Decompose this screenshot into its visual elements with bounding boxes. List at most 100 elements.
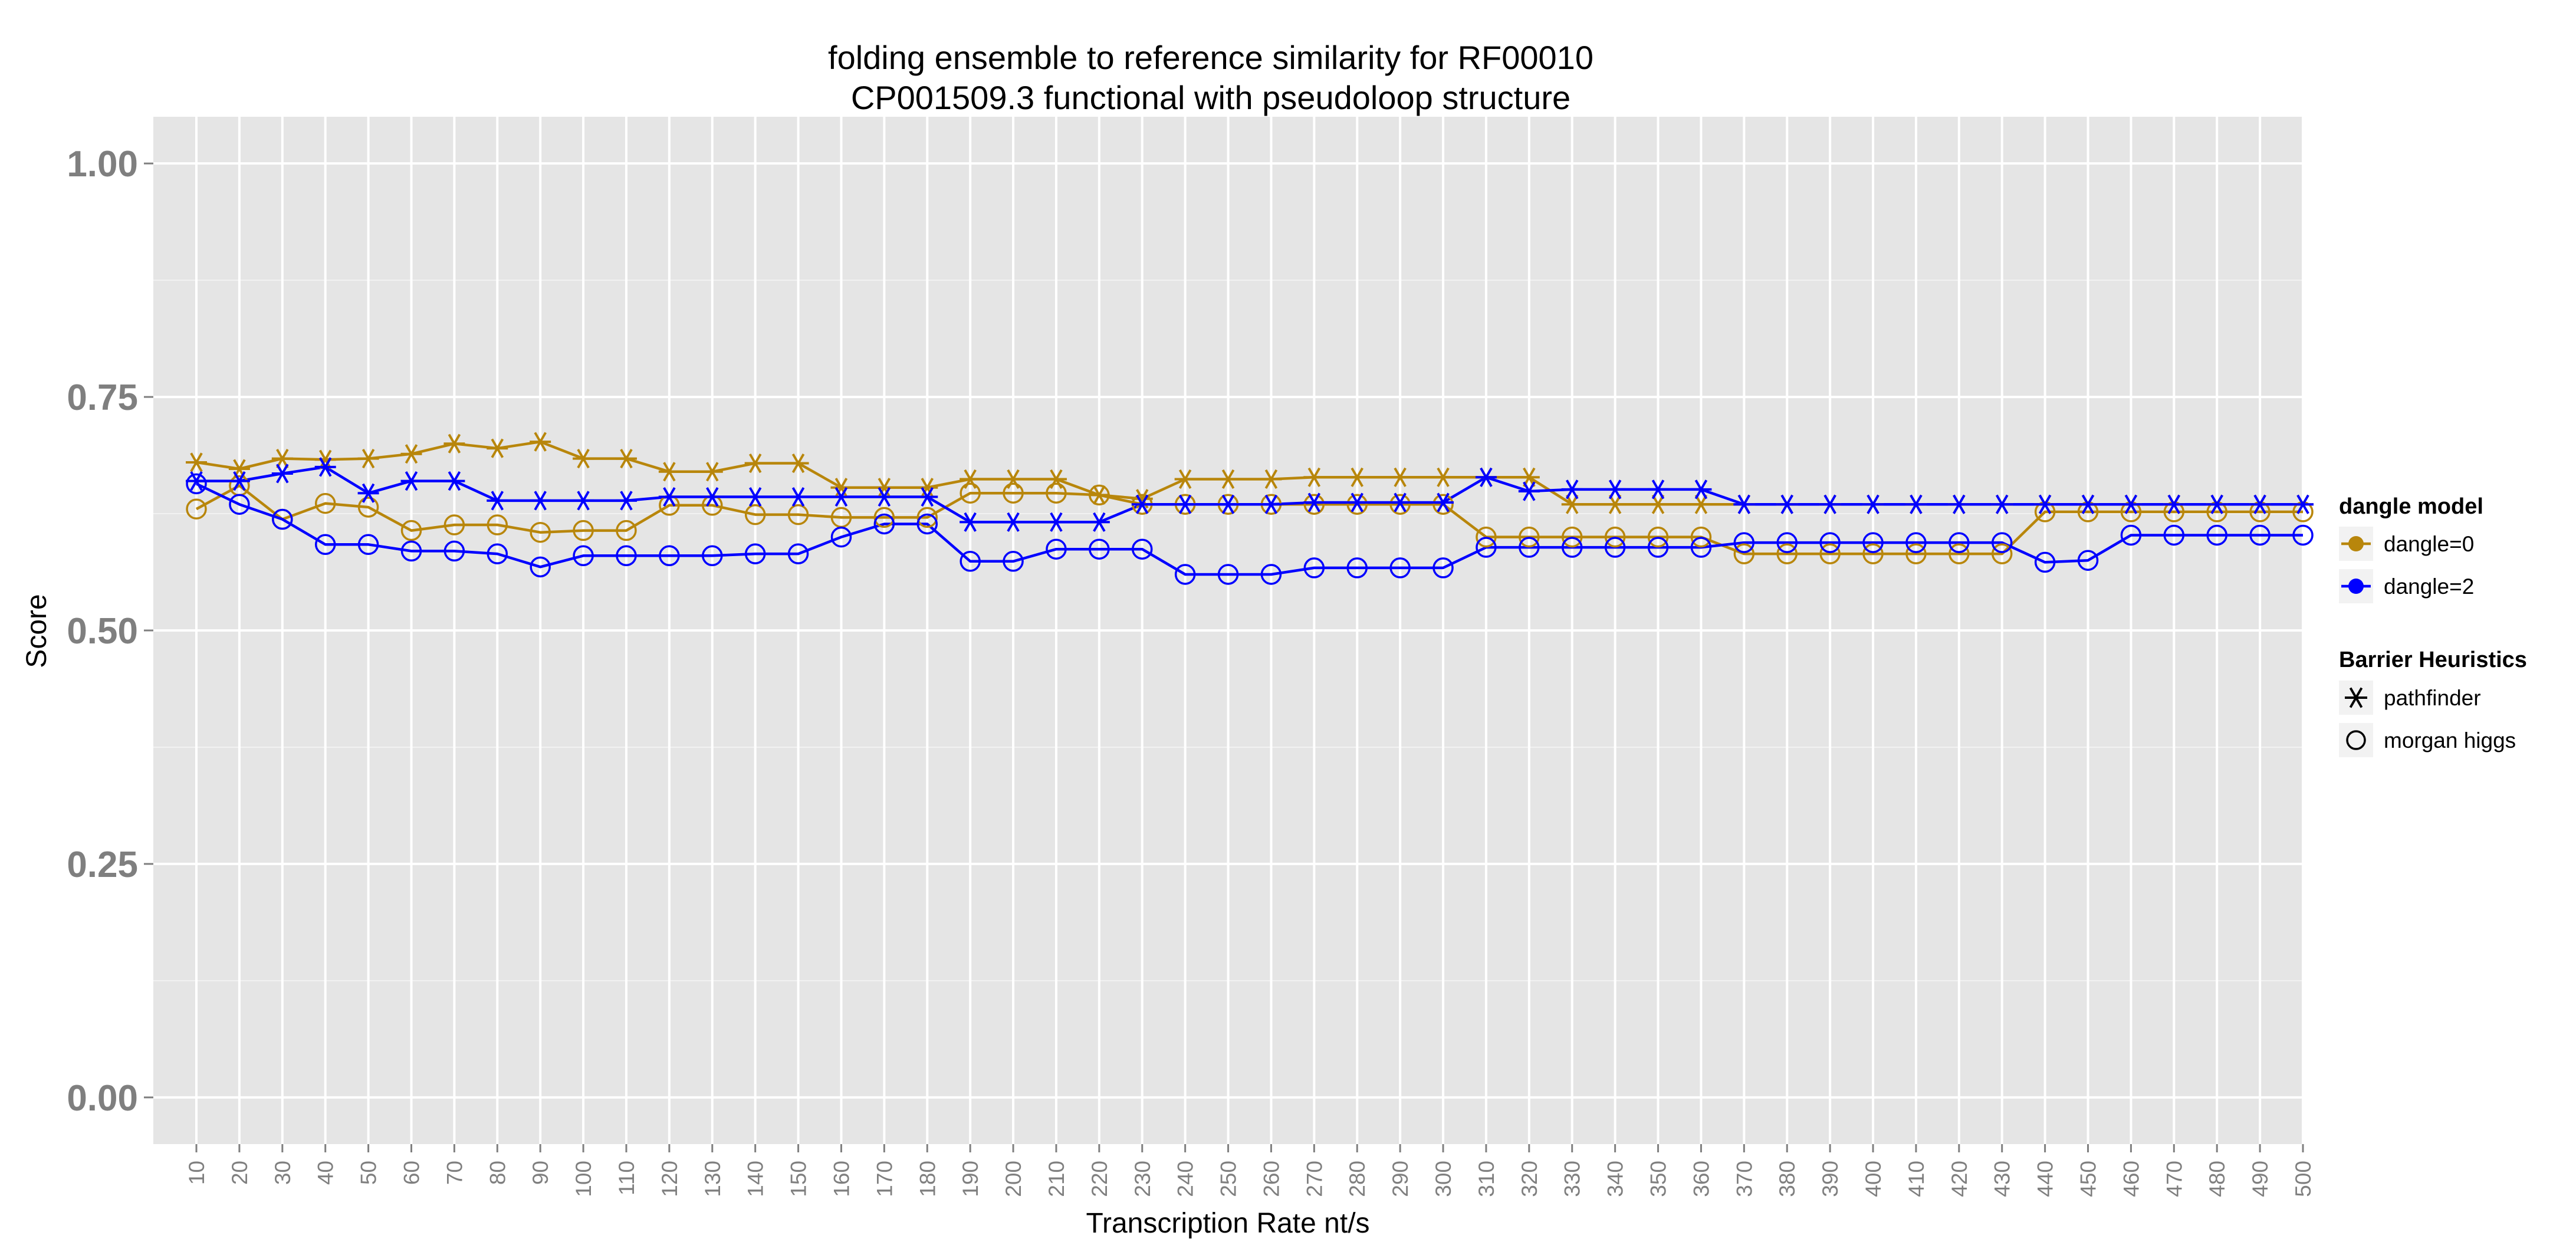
y-tick-label: 0.00	[67, 1078, 138, 1119]
legend-key-dot	[2348, 579, 2364, 594]
series-point-circle	[314, 534, 336, 556]
x-tick-label: 200	[1001, 1161, 1026, 1197]
series-point-circle	[2120, 524, 2142, 546]
x-tick-label: 40	[314, 1161, 338, 1185]
series-point-circle	[186, 473, 207, 495]
series-point-circle	[1519, 537, 1540, 558]
legend: dangle model dangle=0 dangle=2 Barrier He…	[2339, 494, 2527, 757]
series-point-asterisk	[2163, 494, 2185, 514]
series-point-circle	[1905, 532, 1927, 553]
series-point-asterisk	[744, 487, 766, 507]
series-point-circle	[1819, 543, 1841, 564]
x-tick-label: 330	[1560, 1161, 1585, 1197]
x-tick-label: 410	[1904, 1161, 1928, 1197]
series-point-circle	[1476, 526, 1497, 548]
series-point-asterisk	[2077, 494, 2099, 514]
series-point-circle	[229, 494, 250, 515]
series-point-asterisk	[271, 449, 293, 469]
series-point-asterisk	[916, 478, 938, 498]
series-point-circle	[487, 543, 508, 564]
y-axis-label: Score	[21, 594, 52, 668]
series-point-circle	[1046, 482, 1067, 504]
series-point-asterisk	[186, 452, 207, 472]
x-tick-label: 220	[1087, 1161, 1112, 1197]
series-point-circle	[272, 508, 293, 530]
series-point-asterisk	[615, 491, 637, 511]
x-tick-label: 280	[1345, 1161, 1369, 1197]
x-tick-label: 360	[1689, 1161, 1713, 1197]
series-point-circle	[960, 551, 981, 572]
series-point-asterisk	[830, 487, 852, 507]
series-point-asterisk	[1174, 494, 1196, 514]
series-point-circle	[357, 497, 379, 518]
x-tick-label: 460	[2119, 1161, 2143, 1197]
series-point-asterisk	[1260, 469, 1282, 489]
series-point-asterisk	[2034, 494, 2056, 514]
series-point-asterisk	[873, 478, 895, 498]
series-point-circle	[1519, 526, 1540, 548]
x-tick-label: 60	[399, 1161, 423, 1185]
series-point-asterisk	[1088, 512, 1110, 532]
series-point-asterisk	[2120, 494, 2142, 514]
series-point-asterisk	[1647, 479, 1669, 500]
x-tick-label: 180	[915, 1161, 939, 1197]
series-point-asterisk	[1690, 494, 1712, 514]
series-point-asterisk	[314, 457, 336, 477]
legend-shape-label: morgan higgs	[2384, 728, 2516, 753]
series-point-circle	[1690, 537, 1712, 558]
series-point-circle	[1949, 543, 1970, 564]
x-tick-label: 370	[1732, 1161, 1756, 1197]
series-point-asterisk	[701, 462, 723, 482]
series-point-circle	[787, 543, 809, 564]
series-point-circle	[1604, 526, 1626, 548]
x-tick-label: 110	[615, 1161, 639, 1195]
x-axis-label: Transcription Rate nt/s	[1086, 1208, 1369, 1239]
series-point-asterisk	[1561, 494, 1583, 514]
x-tick-label: 170	[872, 1161, 896, 1197]
legend-key-dot	[2348, 536, 2364, 551]
legend-color-label: dangle=2	[2384, 574, 2474, 599]
series-point-circle	[1346, 557, 1368, 579]
series-point-asterisk	[271, 464, 293, 484]
series-point-circle	[530, 521, 551, 543]
series-point-circle	[443, 540, 465, 562]
series-point-asterisk	[1432, 492, 1454, 512]
series-point-asterisk	[787, 453, 809, 474]
x-tick-label: 340	[1604, 1161, 1628, 1197]
series-point-asterisk	[400, 471, 422, 491]
series-point-asterisk	[1260, 494, 1282, 514]
x-tick-label: 50	[357, 1161, 381, 1185]
series-point-asterisk	[1819, 494, 1841, 514]
x-tick-label: 150	[787, 1161, 811, 1197]
legend-color-title: dangle model	[2339, 494, 2483, 519]
series-point-asterisk	[443, 471, 465, 491]
x-tick-label: 490	[2248, 1161, 2272, 1197]
series-point-circle	[1733, 543, 1755, 564]
legend-key-box	[2339, 723, 2373, 757]
x-tick-label: 130	[701, 1161, 725, 1197]
series-line-3	[196, 482, 2303, 576]
series-point-circle	[186, 498, 207, 520]
series-point-circle	[616, 520, 637, 541]
x-tick-label: 250	[1217, 1161, 1241, 1197]
x-tick-label: 160	[829, 1161, 853, 1197]
series-point-circle	[616, 545, 637, 567]
x-tick-label: 100	[571, 1161, 596, 1197]
series-point-circle	[702, 545, 723, 567]
series-point-asterisk	[1303, 467, 1325, 487]
series-point-asterisk	[400, 444, 422, 464]
x-tick-label: 430	[1990, 1161, 2015, 1197]
x-tick-label: 80	[485, 1161, 510, 1185]
series-point-asterisk	[1561, 479, 1583, 500]
series-point-asterisk	[1346, 467, 1368, 487]
series-point-asterisk	[357, 483, 379, 503]
series-point-circle	[357, 534, 379, 556]
series-point-circle	[2163, 524, 2185, 546]
series-point-circle	[1991, 532, 2013, 553]
series-point-circle	[1089, 484, 1110, 506]
series-point-asterisk	[960, 512, 981, 532]
series-point-circle	[659, 545, 680, 567]
series-point-asterisk	[1991, 494, 2013, 514]
series-point-circle	[487, 514, 508, 535]
